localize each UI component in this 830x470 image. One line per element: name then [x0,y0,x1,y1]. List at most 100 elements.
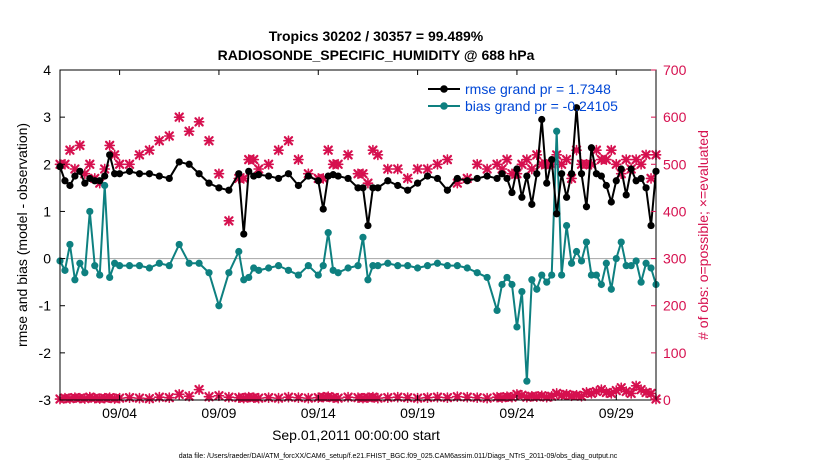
bias-point [359,233,367,241]
plot-area [60,70,656,400]
obs-possible-marker [144,393,155,404]
obs-evaluated-marker [441,154,453,165]
obs-possible-marker [292,392,304,404]
bias-point [647,264,655,272]
legend-bias-label: bias grand pr = -0.24105 [465,98,618,114]
obs-evaluated-marker [402,173,414,184]
rmse-point [572,104,581,112]
bias-point [498,280,506,289]
bias-point [518,287,526,296]
bias-point [215,302,223,310]
bias-point [513,323,521,331]
obs-evaluated-marker [292,154,304,165]
x-tick-label: 09/14 [301,405,336,421]
bias-point [597,280,605,289]
rmse-point [473,174,481,183]
obs-evaluated-marker [134,149,145,161]
rmse-point [528,200,536,208]
obs-possible-marker [302,392,314,404]
x-tick-label: 09/24 [499,405,534,421]
bias-point [165,262,173,270]
bias-point [543,278,551,286]
rmse-point [334,172,342,180]
rmse-point [314,177,322,185]
right-tick-label: 400 [663,203,687,219]
bias-point [284,266,293,274]
rmse-point [443,186,451,194]
bias-point [364,276,372,284]
bias-point [612,254,620,263]
obs-evaluated-marker [481,163,493,175]
obs-evaluated-marker [183,125,195,137]
bias-point [155,259,163,267]
rmse-point [265,172,273,180]
rmse-point [106,151,114,159]
rmse-point [165,174,173,183]
obs-evaluated-marker [273,144,284,156]
obs-evaluated-marker [640,149,652,161]
bias-point [592,271,601,279]
obs-evaluated-marker [163,130,175,142]
obs-possible-marker [536,390,548,402]
bias-point [384,259,392,267]
rmse-point [597,172,605,180]
obs-evaluated-marker [620,154,632,165]
obs-possible-marker [471,392,483,404]
rmse-point [364,221,372,230]
rmse-point [567,170,576,178]
bias-point [205,269,213,277]
bias-point [523,377,531,385]
obs-possible-marker [193,384,205,396]
rmse-point [558,170,566,178]
rmse-point [319,205,327,213]
obs-evaluated-marker [283,135,294,147]
rmse-point [622,191,630,199]
bias-point [443,262,451,270]
rmse-point [101,172,109,180]
obs-evaluated-marker [635,158,647,170]
bias-point [572,247,581,256]
bias-point [394,262,402,270]
bias-point [627,262,635,270]
rmse-point [483,172,491,180]
rmse-point [175,158,183,166]
bias-point [106,273,114,282]
right-tick-label: 0 [663,392,671,408]
bias-point [463,264,471,272]
rmse-point [587,144,596,152]
left-axis-label: rmse and bias (model - observation) [14,123,30,347]
rmse-point [523,172,531,180]
left-tick-label: 1 [43,203,51,219]
obs-evaluated-marker [322,144,334,156]
rmse-point [215,184,223,192]
obs-possible-marker [183,390,195,402]
bias-point [404,262,412,270]
obs-evaluated-marker [223,215,235,227]
bias-point [61,266,69,274]
bias-point [81,269,89,277]
obs-evaluated-marker [173,111,185,123]
rmse-point [354,184,362,192]
bias-point [533,285,541,293]
obs-possible-marker [163,392,175,404]
legend-bias-marker [440,102,448,110]
bias-point [116,262,124,270]
bias-point [617,238,625,246]
bias-point [96,271,104,279]
right-tick-label: 600 [663,109,687,125]
obs-evaluated-marker [432,158,443,170]
rmse-point [503,174,511,183]
obs-evaluated-marker [392,163,404,175]
obs-evaluated-marker [342,149,354,161]
rmse-point [637,174,645,183]
bias-point [538,271,546,279]
bias-point [125,262,134,270]
bias-point [255,266,263,274]
bias-point [145,264,153,272]
bias-point [503,273,511,282]
rmse-point [513,165,521,173]
legend-rmse-marker [440,85,448,93]
bias-point [632,257,640,265]
obs-evaluated-marker [74,140,86,151]
right-tick-label: 300 [663,251,687,267]
